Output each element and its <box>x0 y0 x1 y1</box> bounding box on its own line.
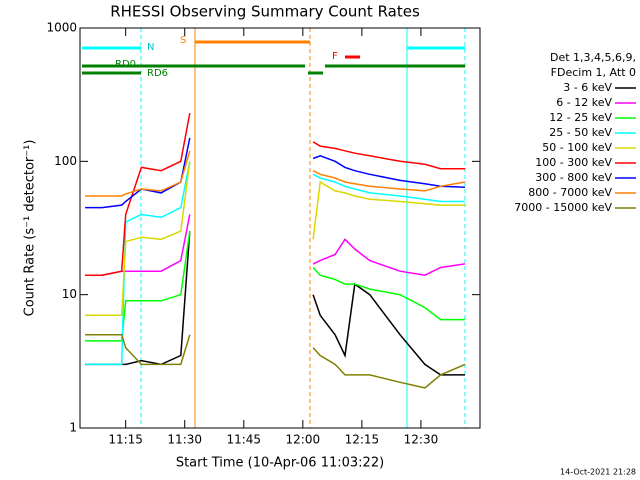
legend-label: 6 - 12 keV <box>556 96 612 109</box>
x-axis-label: Start Time (10-Apr-06 11:03:22) <box>176 456 384 471</box>
annotation: F <box>332 51 338 62</box>
series-line <box>85 230 465 342</box>
x-tick-label: 12:30 <box>404 433 439 447</box>
legend-header: Det 1,3,4,5,6,9, <box>550 51 636 64</box>
legend-label: 3 - 6 keV <box>563 81 612 94</box>
chart-title: RHESSI Observing Summary Count Rates <box>110 3 420 21</box>
legend-label: 25 - 50 keV <box>549 126 612 139</box>
annotation: RD0 <box>115 59 136 70</box>
y-tick-label: 100 <box>54 154 77 168</box>
legend-label: 7000 - 15000 keV <box>514 201 612 214</box>
y-tick-label: 10 <box>62 287 77 301</box>
legend-label: 50 - 100 keV <box>542 141 612 154</box>
series-line <box>85 161 465 317</box>
legend-label: 100 - 300 keV <box>535 156 612 169</box>
x-tick-label: 12:00 <box>286 433 321 447</box>
x-tick-label: 11:45 <box>226 433 261 447</box>
y-tick-label: 1000 <box>46 21 77 35</box>
y-tick-label: 1 <box>69 421 77 435</box>
series-line <box>85 161 465 366</box>
legend-header: FDecim 1, Att 0 <box>551 66 636 79</box>
legend-label: 300 - 800 keV <box>535 171 612 184</box>
legend-label: 12 - 25 keV <box>549 111 612 124</box>
annotation: S <box>180 35 186 46</box>
series-line <box>85 334 466 389</box>
annotation: RD6 <box>147 68 168 79</box>
x-tick-label: 12:15 <box>345 433 380 447</box>
state-bars: N S F RD0 RD6 <box>79 28 466 428</box>
x-tick-label: 11:30 <box>167 433 202 447</box>
annotation: N <box>147 42 154 53</box>
x-tick-label: 11:15 <box>108 433 143 447</box>
legend-label: 800 - 7000 keV <box>528 186 612 199</box>
series-line <box>85 150 466 197</box>
plot-frame <box>79 27 481 429</box>
y-axis-label: Count Rate (s⁻¹ detector⁻¹) <box>23 140 38 317</box>
footer: 14-Oct-2021 21:28 <box>560 468 636 477</box>
